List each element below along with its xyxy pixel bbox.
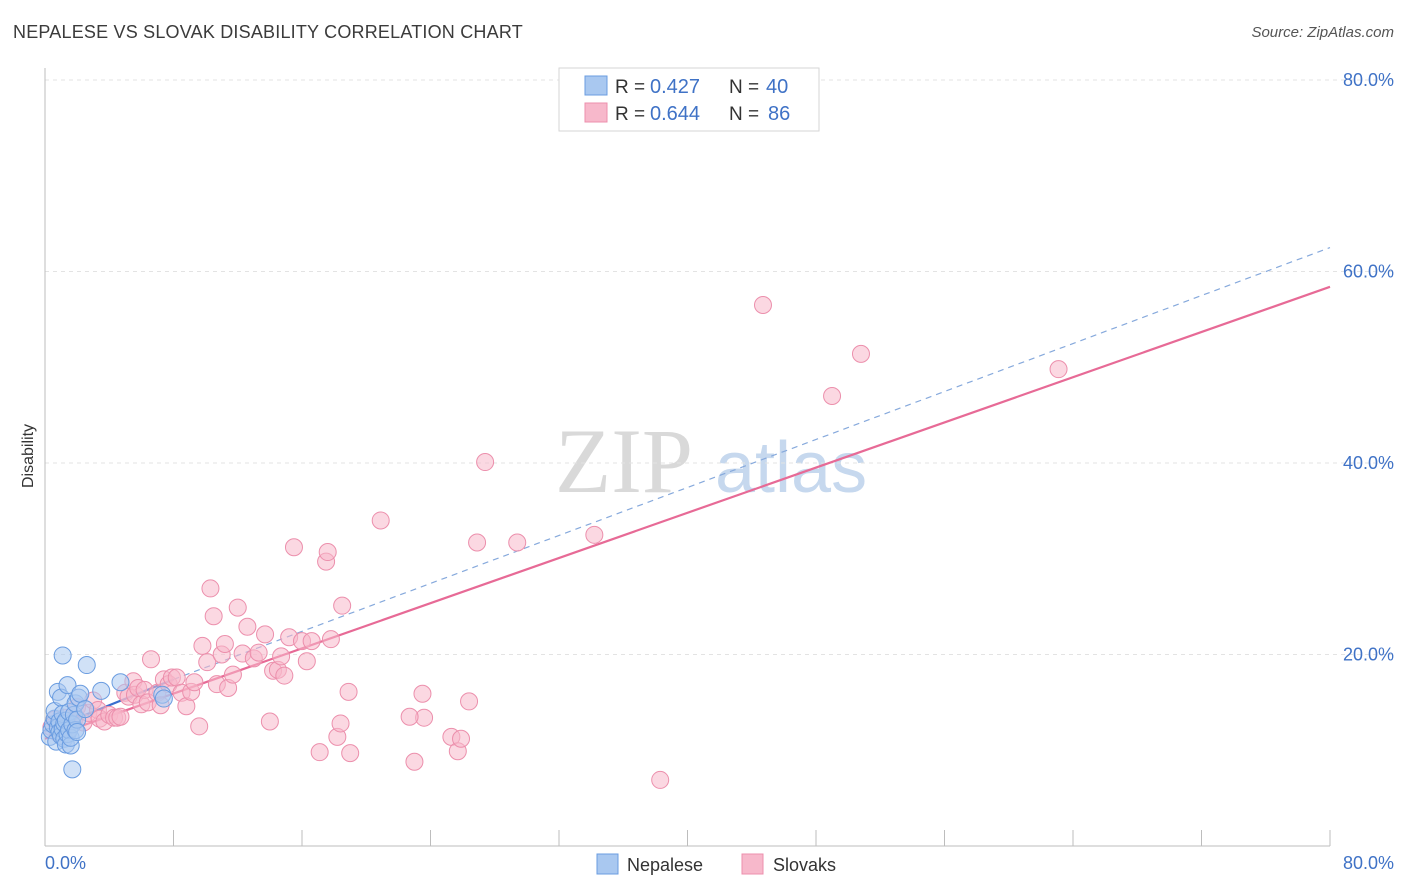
nepalese-point — [77, 656, 96, 675]
slovak-point — [272, 647, 291, 666]
nepalese-point — [76, 700, 95, 719]
slovak-point — [452, 729, 471, 748]
scatter-points — [40, 296, 1068, 789]
nepalese-point — [53, 646, 72, 665]
stats-slovak-r-value: 0.644 — [650, 103, 700, 125]
y-tick-label: 80.0% — [1343, 70, 1394, 90]
legend-nepalese-label: Nepalese — [627, 855, 703, 875]
slovak-point — [284, 538, 303, 557]
slovak-point — [318, 543, 337, 562]
nepalese-point — [58, 676, 77, 695]
x-tick-label-min: 0.0% — [45, 853, 86, 873]
slovak-point — [508, 533, 527, 552]
slovak-point — [215, 634, 234, 653]
stats-slovak-swatch — [584, 102, 608, 123]
slovak-point — [223, 665, 242, 684]
slovak-point — [585, 525, 604, 544]
chart-title: NEPALESE VS SLOVAK DISABILITY CORRELATIO… — [13, 22, 523, 42]
legend-slovak-swatch — [741, 853, 764, 875]
slovak-point — [333, 596, 352, 615]
stats-slovak-n-value: 86 — [768, 103, 790, 125]
slovak-point — [1049, 360, 1068, 379]
nepalese-point — [63, 760, 82, 779]
slovak-point — [238, 617, 257, 636]
slovak-point — [167, 668, 186, 687]
legend-nepalese-swatch — [596, 853, 619, 875]
slovak-point — [651, 770, 670, 789]
slovak-point — [256, 625, 275, 644]
slovak-point — [111, 707, 130, 726]
stats-nepalese-r-value: 0.427 — [650, 76, 700, 98]
slovak-point — [371, 511, 390, 530]
stats-box: R = 0.427 N = 40 R = 0.644 N = 86 — [558, 67, 820, 132]
slovak-point — [190, 717, 209, 736]
slovak-point — [260, 712, 279, 731]
slovak-point — [142, 650, 161, 669]
slovak-point — [201, 579, 220, 598]
nepalese-point — [111, 673, 130, 692]
slovak-point — [321, 630, 340, 649]
y-tick-label: 60.0% — [1343, 262, 1394, 282]
legend: Nepalese Slovaks — [596, 853, 836, 875]
slovak-point — [413, 684, 432, 703]
stats-nepalese-swatch — [584, 75, 608, 96]
stats-slovak-n-label: N = — [729, 104, 759, 125]
y-tick-labels: 20.0% 40.0% 60.0% 80.0% — [1343, 70, 1394, 665]
nepalese-point — [154, 689, 173, 708]
slovak-point — [185, 673, 204, 692]
slovak-point — [310, 743, 329, 762]
slovak-point — [249, 643, 268, 662]
slovak-point — [228, 598, 247, 617]
nepalese-point — [92, 681, 111, 700]
slovak-point — [405, 752, 424, 771]
slovak-point — [297, 652, 316, 671]
watermark-zip: ZIP — [555, 410, 693, 512]
slovak-point — [851, 344, 870, 363]
nepalese-point — [71, 684, 90, 703]
slovak-point — [339, 682, 358, 701]
x-tick-label-max: 80.0% — [1343, 853, 1394, 873]
source-credit: Source: ZipAtlas.com — [1251, 24, 1394, 41]
nepalese-point — [68, 723, 87, 742]
slovak-point — [193, 636, 212, 655]
slovak-point — [341, 744, 360, 763]
slovak-point — [823, 386, 842, 405]
slovak-point — [302, 632, 321, 651]
stats-nepalese-n-label: N = — [729, 77, 759, 98]
slovak-point — [400, 707, 419, 726]
grid — [45, 79, 1394, 655]
slovak-point — [753, 296, 772, 315]
slovak-point — [204, 607, 223, 626]
stats-nepalese-n-value: 40 — [766, 76, 788, 98]
stats-slovak-r-label: R = — [615, 104, 645, 125]
slovak-point — [468, 533, 487, 552]
slovak-point — [476, 453, 495, 472]
y-axis-title: Disability — [20, 424, 37, 488]
y-tick-label: 40.0% — [1343, 453, 1394, 473]
nepalese-trend-extension — [173, 247, 1331, 680]
stats-nepalese-r-label: R = — [615, 77, 645, 98]
x-tick-labels: 0.0% 80.0% — [45, 853, 1394, 873]
slovak-point — [275, 666, 294, 685]
legend-slovak-label: Slovaks — [773, 855, 836, 875]
slovak-point — [331, 714, 350, 733]
axes — [44, 68, 1331, 847]
slovak-point — [460, 692, 479, 711]
y-tick-label: 20.0% — [1343, 645, 1394, 665]
slovak-point — [198, 653, 217, 672]
